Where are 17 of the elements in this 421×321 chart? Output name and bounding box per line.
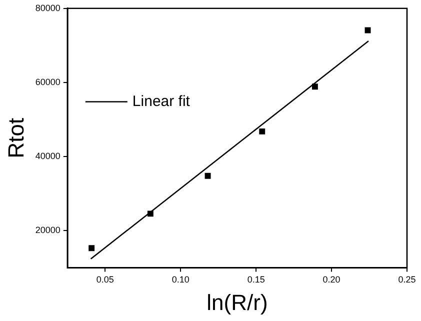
point bbox=[147, 210, 154, 217]
y-tick-label: 40000 bbox=[35, 151, 60, 162]
x-tick-label: 0.10 bbox=[172, 274, 190, 285]
x-tick-label: 0.20 bbox=[322, 274, 340, 285]
x-tick-label: 0.25 bbox=[398, 274, 416, 285]
x-tick-label: 0.15 bbox=[247, 274, 265, 285]
point bbox=[88, 245, 95, 252]
y-axis-title: Rtot bbox=[3, 118, 28, 158]
point bbox=[204, 172, 211, 179]
point bbox=[312, 84, 318, 90]
y-tick-label: 20000 bbox=[35, 225, 60, 236]
x-tick-label: 0.05 bbox=[96, 274, 114, 285]
y-tick-label: 60000 bbox=[35, 77, 60, 87]
point bbox=[259, 128, 266, 134]
legend-label: Linear fit bbox=[132, 92, 191, 110]
x-axis-title: ln(R/r) bbox=[206, 290, 268, 315]
y-tick-label: 80000 bbox=[35, 2, 60, 13]
